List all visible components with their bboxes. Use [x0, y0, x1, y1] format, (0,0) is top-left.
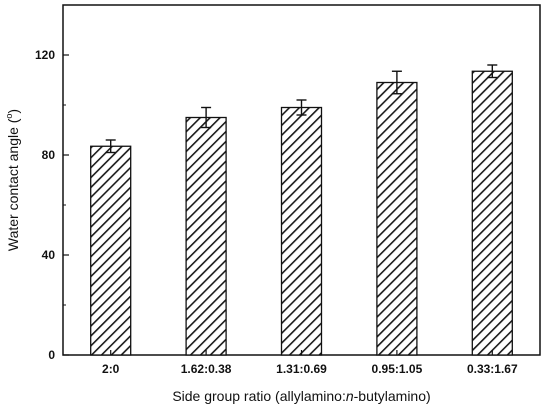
bar-2: [185, 116, 227, 356]
y-tick-label: 40: [42, 248, 56, 262]
y-tick-label: 120: [35, 48, 55, 62]
x-tick-label: 0.33:1.67: [467, 362, 518, 376]
x-tick-label: 0.95:1.05: [372, 362, 423, 376]
error-bar-4: [391, 70, 402, 95]
x-tick-label: 1.62:0.38: [181, 362, 232, 376]
bar-3: [280, 106, 323, 356]
error-bar-3: [296, 99, 307, 116]
error-bars-group: [105, 64, 498, 154]
error-bar-5: [487, 64, 498, 79]
error-bar-1: [105, 139, 116, 154]
x-tick-label: 2:0: [102, 362, 120, 376]
bar-1: [90, 145, 132, 356]
y-tick-label: 80: [42, 148, 56, 162]
x-tick-label: 1.31:0.69: [276, 362, 327, 376]
y-axis-label: Water contact angle (o): [4, 109, 21, 251]
y-tick-label: 0: [48, 348, 55, 362]
x-axis: 2:0 1.62:0.38 1.31:0.69 0.95:1.05 0.33:1.67: [102, 350, 518, 376]
y-axis: 0 40 80 120: [35, 4, 69, 362]
bar-5: [471, 70, 513, 356]
error-bar-2: [201, 106, 212, 129]
x-axis-label: Side group ratio (allylamino:n-butylamin…: [172, 388, 430, 404]
bar-4: [376, 81, 418, 356]
